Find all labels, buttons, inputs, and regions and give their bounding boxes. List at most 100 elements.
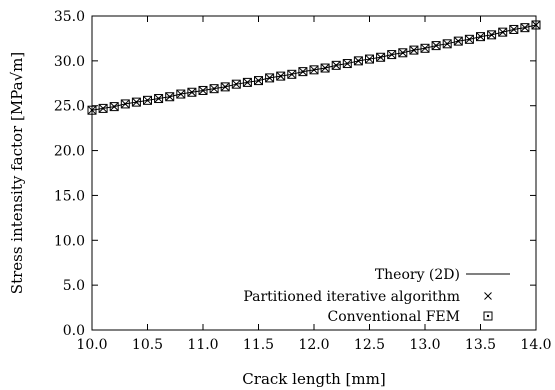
data-point-boxed-dot — [420, 43, 430, 53]
box-outline — [209, 84, 219, 94]
cross-stroke — [484, 292, 492, 300]
data-point-boxed-dot — [464, 34, 474, 44]
data-point-boxed-dot — [520, 23, 530, 33]
x-tick-label: 13.5 — [465, 337, 496, 353]
box-outline — [109, 102, 119, 112]
data-point-boxed-dot — [398, 48, 408, 58]
box-outline — [87, 105, 97, 115]
box-outline — [409, 45, 419, 55]
box-outline — [320, 63, 330, 73]
data-point-boxed-dot — [187, 87, 197, 97]
data-point-boxed-dot — [487, 30, 497, 40]
box-outline — [276, 71, 286, 81]
data-point-boxed-dot — [254, 76, 263, 86]
box-dot — [135, 100, 138, 104]
y-tick-label: 30.0 — [54, 54, 85, 70]
box-dot — [257, 79, 260, 82]
box-outline — [476, 32, 485, 42]
data-point-boxed-dot — [231, 79, 241, 89]
data-point-boxed-dot — [131, 97, 141, 107]
box-outline — [387, 50, 397, 60]
box-dot — [179, 92, 182, 96]
series-layer — [87, 20, 541, 115]
box-dot — [290, 73, 293, 76]
y-tick-label: 15.0 — [54, 188, 85, 204]
box-outline — [176, 89, 186, 99]
box-dot — [368, 57, 371, 61]
box-dot — [268, 76, 271, 80]
data-point-boxed-dot — [276, 71, 286, 81]
box-dot — [357, 59, 360, 63]
box-dot — [501, 30, 504, 34]
legend-symbol-cross — [484, 292, 492, 300]
box-outline — [464, 34, 474, 44]
box-dot — [412, 48, 416, 52]
box-dot — [512, 28, 515, 31]
x-tick-label: 14.0 — [520, 337, 551, 353]
box-dot — [379, 56, 382, 59]
box-outline — [131, 97, 141, 107]
data-point-boxed-dot — [453, 36, 463, 46]
box-dot — [90, 109, 94, 112]
box-outline — [342, 59, 352, 69]
box-outline — [98, 103, 108, 113]
box-dot — [101, 107, 105, 110]
y-axis-label: Stress intensity factor [MPa√m] — [8, 52, 26, 294]
data-point-boxed-dot — [320, 63, 330, 73]
legend-symbol-boxed-dot — [483, 311, 493, 321]
box-dot — [346, 62, 349, 65]
legend-label: Partitioned iterative algorithm — [243, 289, 460, 305]
box-outline — [120, 99, 130, 109]
box-outline — [531, 20, 541, 30]
box-dot — [212, 87, 216, 90]
box-outline — [365, 54, 374, 64]
box-dot — [190, 91, 194, 94]
data-point-boxed-dot — [442, 39, 452, 49]
box-dot — [490, 33, 493, 37]
box-outline — [453, 36, 463, 46]
data-point-boxed-dot — [531, 20, 541, 30]
data-point-boxed-dot — [265, 73, 275, 83]
box-outline — [420, 43, 430, 53]
box-outline — [442, 39, 452, 49]
y-tick-label: 0.0 — [63, 323, 85, 339]
box-dot — [401, 51, 404, 54]
box-dot — [146, 99, 149, 102]
data-point-boxed-dot — [387, 50, 397, 60]
box-outline — [143, 95, 152, 105]
box-dot — [246, 81, 249, 84]
plot-frame — [91, 15, 537, 331]
box-dot — [423, 47, 427, 50]
box-outline — [376, 52, 386, 62]
plot-frame-layer — [91, 15, 537, 331]
x-tick-label: 12.5 — [354, 337, 385, 353]
data-point-boxed-dot — [109, 102, 119, 112]
box-outline — [353, 56, 363, 66]
box-outline — [483, 311, 493, 321]
data-point-boxed-dot — [309, 65, 319, 75]
box-dot — [224, 85, 227, 89]
box-outline — [165, 92, 175, 102]
box-dot — [323, 66, 327, 70]
data-point-boxed-dot — [353, 56, 363, 66]
box-dot — [312, 68, 316, 72]
box-outline — [198, 85, 208, 95]
box-outline — [309, 65, 319, 75]
data-point-boxed-dot — [87, 105, 97, 115]
series-boxed-dot — [87, 20, 541, 115]
box-outline — [254, 76, 263, 86]
data-point-boxed-dot — [509, 24, 519, 34]
box-outline — [509, 24, 519, 34]
data-point-boxed-dot — [154, 94, 164, 104]
box-outline — [431, 41, 441, 51]
box-dot — [113, 105, 116, 108]
box-outline — [487, 30, 497, 40]
data-point-boxed-dot — [376, 52, 386, 62]
box-dot — [534, 23, 538, 27]
box-outline — [231, 79, 241, 89]
data-point-boxed-dot — [120, 99, 130, 109]
x-tick-label: 10.0 — [76, 337, 107, 353]
box-outline — [220, 82, 230, 92]
box-dot — [434, 44, 438, 47]
box-outline — [398, 48, 408, 58]
